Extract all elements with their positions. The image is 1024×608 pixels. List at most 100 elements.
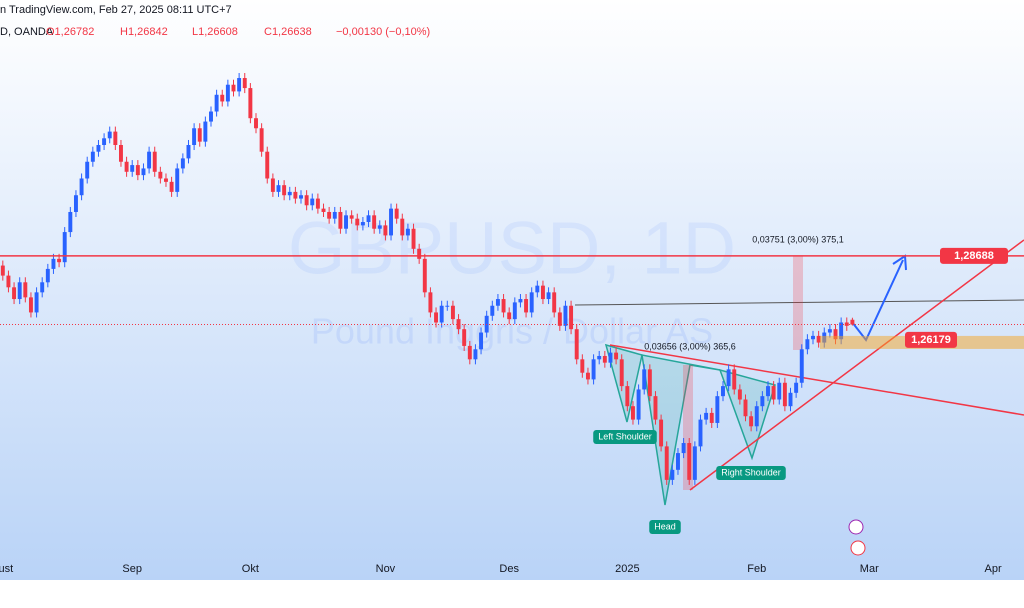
measure-box <box>793 256 803 350</box>
candle-body <box>563 305 568 326</box>
candle-body <box>467 345 472 360</box>
candle-body <box>540 285 545 300</box>
candle-body <box>546 292 551 300</box>
candle-body <box>653 396 658 420</box>
source-line: n TradingView.com, Feb 27, 2025 08:11 UT… <box>0 4 232 16</box>
candle-body <box>6 275 11 288</box>
candle-body <box>332 211 337 219</box>
measure-label: 0,03656 (3,00%) 365,6 <box>644 341 736 351</box>
candle-body <box>760 396 765 407</box>
candle-body <box>321 208 326 212</box>
watermark-title: GBPUSD, 1D <box>288 207 736 290</box>
candle-body <box>124 161 129 172</box>
candle-body <box>40 282 45 293</box>
candle-body <box>676 453 680 470</box>
candle-body <box>743 399 748 417</box>
x-tick-label: Mar <box>860 563 879 575</box>
candle-body <box>749 416 754 427</box>
candle-body <box>704 412 709 420</box>
candle-body <box>225 84 230 102</box>
candle-body <box>805 339 810 350</box>
candle-body <box>664 446 669 480</box>
candle-body <box>552 292 557 313</box>
candle-body <box>175 168 180 192</box>
candle-body <box>102 138 107 145</box>
candle-body <box>507 312 512 320</box>
candle-body <box>557 312 562 326</box>
ohlc-value: −0,00130 (−0,10%) <box>336 26 430 38</box>
candle-body <box>377 225 382 229</box>
candle-body <box>96 145 101 152</box>
candle-body <box>709 412 714 423</box>
candle-body <box>310 198 315 206</box>
event-icon[interactable] <box>850 540 866 556</box>
candle-body <box>186 145 191 159</box>
event-icon[interactable] <box>848 519 864 535</box>
pattern-label: Head <box>654 521 676 531</box>
candle-body <box>681 443 686 454</box>
candle-body <box>417 248 422 259</box>
head-shape <box>641 354 721 506</box>
candle-body <box>214 94 219 112</box>
candle-body <box>158 171 163 179</box>
candle-body <box>315 198 320 209</box>
candle-body <box>107 131 112 139</box>
candle-body <box>242 78 247 89</box>
candle-body <box>73 195 78 212</box>
x-tick-label: gust <box>0 563 13 575</box>
candle-body <box>422 258 427 293</box>
candle-body <box>220 94 225 102</box>
candle-body <box>28 297 33 313</box>
ohlc-value: C1,26638 <box>264 26 312 38</box>
pattern-tag <box>649 520 681 534</box>
candle-body <box>647 369 652 397</box>
level-label: 1,26179 <box>911 334 951 346</box>
pattern-label: Left Shoulder <box>598 431 652 441</box>
candle-body <box>51 258 56 269</box>
candle-body <box>833 329 838 340</box>
candle-body <box>642 369 647 390</box>
candle-body <box>614 352 619 360</box>
candle-body <box>366 215 371 223</box>
candle-body <box>580 359 585 373</box>
candle-body <box>164 178 168 182</box>
level-label: 1,28688 <box>954 250 994 262</box>
candle-body <box>462 329 467 346</box>
candle-body <box>85 161 90 179</box>
candle-body <box>597 355 602 360</box>
candle-body <box>445 305 450 307</box>
candle-body <box>152 151 157 172</box>
candle-body <box>169 181 174 192</box>
candle-body <box>754 406 759 427</box>
candle-body <box>338 211 343 229</box>
candle-body <box>113 131 118 145</box>
candle-body <box>726 369 731 387</box>
trendline <box>609 344 1024 416</box>
drawings <box>574 239 1024 556</box>
candle-body <box>180 158 185 169</box>
candle-body <box>276 185 281 192</box>
candle-body <box>585 372 590 380</box>
pattern-tag <box>593 430 657 444</box>
candle-body <box>473 349 478 360</box>
candle-body <box>574 329 579 360</box>
candle-body <box>389 208 394 236</box>
candle-body <box>349 215 354 219</box>
ohlc-value: H1,26842 <box>120 26 168 38</box>
candle-body <box>732 369 737 390</box>
candle-body <box>434 312 439 323</box>
candle-body <box>816 335 821 343</box>
candle-body <box>118 145 123 162</box>
candle-body <box>192 128 197 145</box>
candle-body <box>518 299 523 303</box>
candle-body <box>450 305 455 320</box>
candle-body <box>287 191 292 196</box>
candle-body <box>355 218 360 226</box>
candle-body <box>23 282 28 298</box>
candle-body <box>737 389 742 400</box>
level-tag <box>905 331 957 348</box>
candle-body <box>270 178 275 192</box>
watermark-subtitle: Pound Inggris / Dollar AS <box>311 311 713 352</box>
